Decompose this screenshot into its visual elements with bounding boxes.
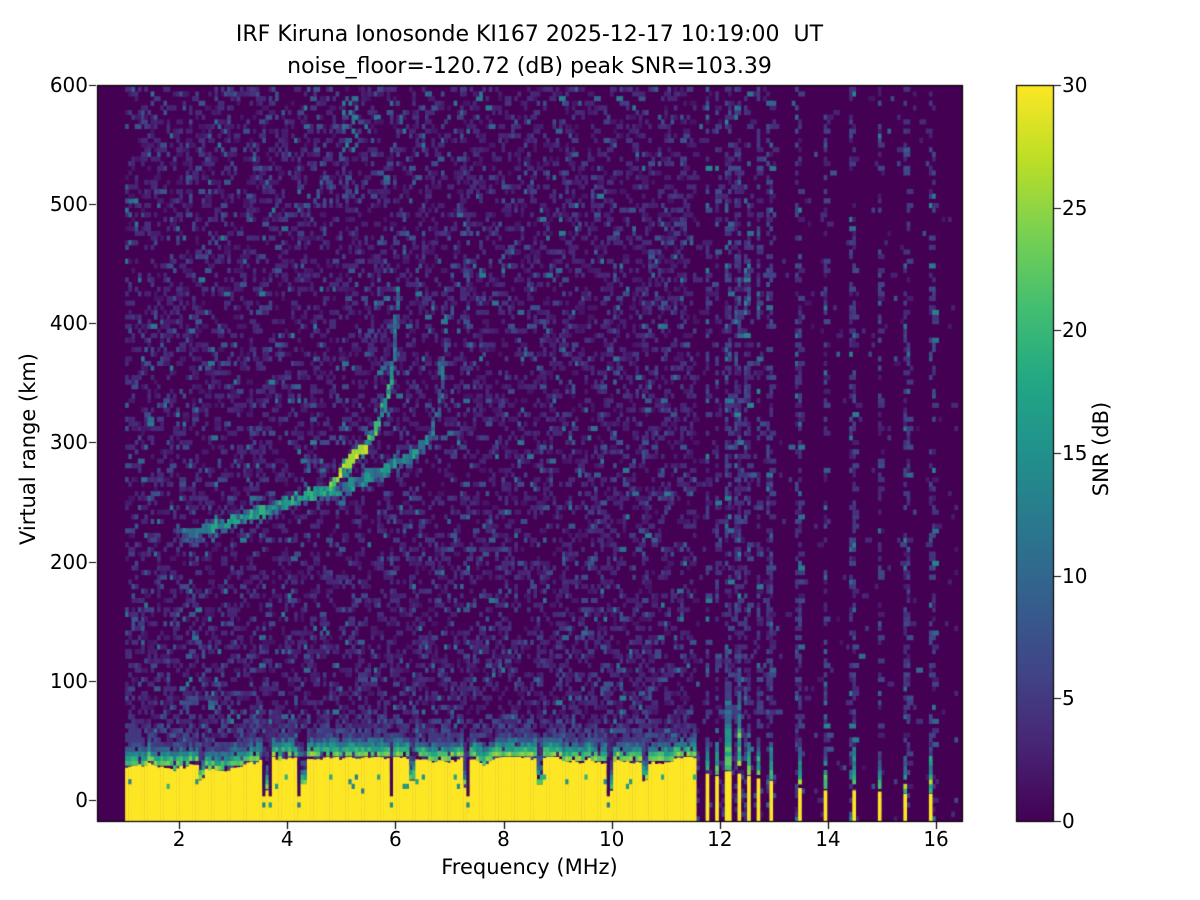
x-tick-label: 2 [172,827,186,851]
chart-title: IRF Kiruna Ionosonde KI167 2025-12-17 10… [235,22,824,47]
colorbar-tick-label: 30 [1062,73,1088,97]
colorbar-tick-label: 5 [1062,686,1075,711]
x-tick-label: 12 [707,827,733,851]
colorbar-tick-label: 10 [1062,563,1088,588]
y-tick-label: 200 [49,549,88,574]
x-tick-label: 6 [389,827,402,851]
y-tick-label: 400 [49,311,88,336]
colorbar-tick-label: 0 [1062,809,1075,833]
x-tick-label: 8 [497,827,510,851]
x-tick-label: 16 [923,827,949,851]
y-tick-label: 600 [49,73,88,97]
colorbar-tick-label: 25 [1062,195,1088,220]
x-tick-label: 14 [815,827,841,851]
x-tick-label: 4 [280,827,294,851]
y-tick-label: 0 [75,787,88,812]
chart-subtitle: noise_floor=-120.72 (dB) peak SNR=103.39 [287,54,772,79]
x-axis-label: Frequency (MHz) [441,855,618,879]
y-tick-label: 100 [49,668,88,693]
x-tick-label: 10 [598,827,625,851]
y-tick-label: 500 [49,192,88,217]
colorbar-tick-label: 20 [1062,318,1088,343]
y-tick-label: 300 [49,430,88,455]
colorbar-tick-label: 15 [1062,441,1088,465]
